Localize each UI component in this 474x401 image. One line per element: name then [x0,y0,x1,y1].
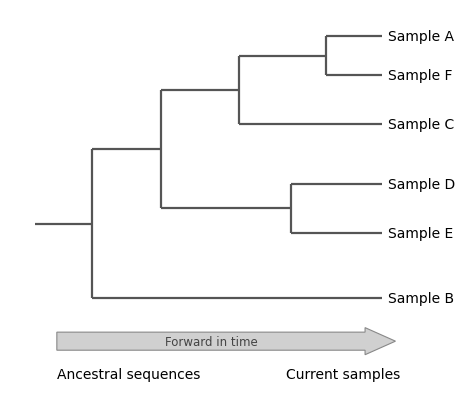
Text: Sample F: Sample F [388,69,452,83]
Text: Sample A: Sample A [388,30,454,44]
Text: Ancestral sequences: Ancestral sequences [57,367,200,381]
Text: Sample C: Sample C [388,118,454,132]
Polygon shape [57,328,395,355]
Text: Forward in time: Forward in time [164,335,257,348]
Text: Current samples: Current samples [285,367,400,381]
Text: Sample E: Sample E [388,226,453,240]
Text: Sample D: Sample D [388,177,455,191]
Text: Sample B: Sample B [388,292,454,306]
